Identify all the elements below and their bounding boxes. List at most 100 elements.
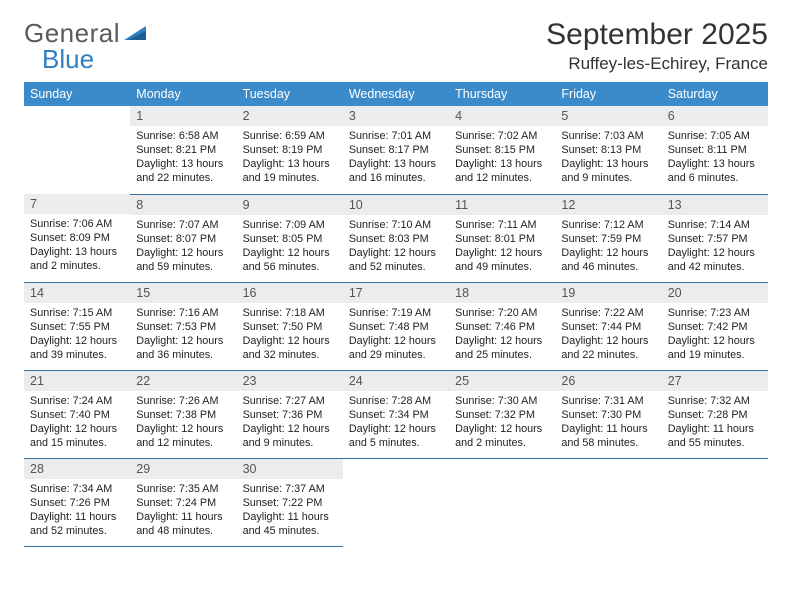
- day-line: Sunrise: 7:12 AM: [561, 218, 655, 232]
- day-line: and 19 minutes.: [243, 171, 337, 185]
- day-details: Sunrise: 7:10 AMSunset: 8:03 PMDaylight:…: [343, 215, 449, 280]
- day-line: Sunset: 8:09 PM: [30, 231, 124, 245]
- calendar-cell: 4Sunrise: 7:02 AMSunset: 8:15 PMDaylight…: [449, 106, 555, 194]
- day-line: Sunset: 7:53 PM: [136, 320, 230, 334]
- weekday-header: Sunday: [24, 82, 130, 106]
- header: General September 2025 Ruffey-les-Echire…: [24, 18, 768, 74]
- day-number: 28: [24, 459, 130, 479]
- day-line: and 29 minutes.: [349, 348, 443, 362]
- day-line: and 55 minutes.: [668, 436, 762, 450]
- day-line: and 58 minutes.: [561, 436, 655, 450]
- day-line: Sunset: 8:13 PM: [561, 143, 655, 157]
- day-details: Sunrise: 7:30 AMSunset: 7:32 PMDaylight:…: [449, 391, 555, 456]
- day-line: Daylight: 11 hours: [30, 510, 124, 524]
- day-details: Sunrise: 7:12 AMSunset: 7:59 PMDaylight:…: [555, 215, 661, 280]
- day-number: 26: [555, 371, 661, 391]
- day-details: Sunrise: 7:34 AMSunset: 7:26 PMDaylight:…: [24, 479, 130, 544]
- day-line: Sunrise: 7:07 AM: [136, 218, 230, 232]
- day-line: Sunrise: 6:58 AM: [136, 129, 230, 143]
- calendar-page: General September 2025 Ruffey-les-Echire…: [0, 0, 792, 565]
- day-line: Daylight: 12 hours: [30, 422, 124, 436]
- day-line: Sunset: 7:24 PM: [136, 496, 230, 510]
- day-line: Sunset: 7:48 PM: [349, 320, 443, 334]
- calendar-cell: 10Sunrise: 7:10 AMSunset: 8:03 PMDayligh…: [343, 194, 449, 282]
- calendar-cell: [24, 106, 130, 194]
- day-line: and 22 minutes.: [136, 171, 230, 185]
- day-line: Sunrise: 7:15 AM: [30, 306, 124, 320]
- day-details: Sunrise: 7:32 AMSunset: 7:28 PMDaylight:…: [662, 391, 768, 456]
- weekday-header: Friday: [555, 82, 661, 106]
- day-line: Sunset: 7:26 PM: [30, 496, 124, 510]
- day-line: Daylight: 12 hours: [349, 246, 443, 260]
- day-line: Sunset: 7:38 PM: [136, 408, 230, 422]
- day-line: Daylight: 12 hours: [668, 246, 762, 260]
- day-line: Sunset: 7:34 PM: [349, 408, 443, 422]
- day-line: Daylight: 11 hours: [561, 422, 655, 436]
- calendar-cell: 23Sunrise: 7:27 AMSunset: 7:36 PMDayligh…: [237, 370, 343, 458]
- day-line: and 46 minutes.: [561, 260, 655, 274]
- day-number: 10: [343, 195, 449, 215]
- calendar-cell: 24Sunrise: 7:28 AMSunset: 7:34 PMDayligh…: [343, 370, 449, 458]
- day-line: Sunset: 7:40 PM: [30, 408, 124, 422]
- day-line: Daylight: 11 hours: [136, 510, 230, 524]
- day-line: and 25 minutes.: [455, 348, 549, 362]
- day-line: Sunrise: 7:05 AM: [668, 129, 762, 143]
- calendar-cell: 7Sunrise: 7:06 AMSunset: 8:09 PMDaylight…: [24, 194, 130, 282]
- day-details: Sunrise: 6:59 AMSunset: 8:19 PMDaylight:…: [237, 126, 343, 191]
- calendar-cell: 30Sunrise: 7:37 AMSunset: 7:22 PMDayligh…: [237, 458, 343, 546]
- day-number: 2: [237, 106, 343, 126]
- calendar-cell: 16Sunrise: 7:18 AMSunset: 7:50 PMDayligh…: [237, 282, 343, 370]
- day-line: Sunrise: 7:27 AM: [243, 394, 337, 408]
- day-line: Sunset: 7:28 PM: [668, 408, 762, 422]
- weekday-header: Tuesday: [237, 82, 343, 106]
- day-number: 3: [343, 106, 449, 126]
- day-line: Sunrise: 7:10 AM: [349, 218, 443, 232]
- day-details: Sunrise: 7:37 AMSunset: 7:22 PMDaylight:…: [237, 479, 343, 544]
- title-location: Ruffey-les-Echirey, France: [546, 54, 768, 74]
- day-number: 1: [130, 106, 236, 126]
- day-line: Daylight: 12 hours: [455, 334, 549, 348]
- day-line: Daylight: 12 hours: [30, 334, 124, 348]
- calendar-cell: 28Sunrise: 7:34 AMSunset: 7:26 PMDayligh…: [24, 458, 130, 546]
- day-line: Sunset: 7:55 PM: [30, 320, 124, 334]
- day-line: and 49 minutes.: [455, 260, 549, 274]
- day-line: Daylight: 12 hours: [243, 334, 337, 348]
- calendar-cell: 17Sunrise: 7:19 AMSunset: 7:48 PMDayligh…: [343, 282, 449, 370]
- day-line: Daylight: 13 hours: [668, 157, 762, 171]
- day-line: Daylight: 13 hours: [30, 245, 124, 259]
- calendar-row: 7Sunrise: 7:06 AMSunset: 8:09 PMDaylight…: [24, 194, 768, 282]
- day-number: 14: [24, 283, 130, 303]
- calendar-table: Sunday Monday Tuesday Wednesday Thursday…: [24, 82, 768, 547]
- calendar-cell: 2Sunrise: 6:59 AMSunset: 8:19 PMDaylight…: [237, 106, 343, 194]
- calendar-row: 21Sunrise: 7:24 AMSunset: 7:40 PMDayligh…: [24, 370, 768, 458]
- day-number: 19: [555, 283, 661, 303]
- day-line: Sunrise: 7:23 AM: [668, 306, 762, 320]
- day-number: 11: [449, 195, 555, 215]
- day-line: Sunset: 8:17 PM: [349, 143, 443, 157]
- day-details: Sunrise: 7:23 AMSunset: 7:42 PMDaylight:…: [662, 303, 768, 368]
- day-line: Daylight: 11 hours: [243, 510, 337, 524]
- day-line: Sunrise: 7:28 AM: [349, 394, 443, 408]
- day-number: 21: [24, 371, 130, 391]
- day-line: and 15 minutes.: [30, 436, 124, 450]
- day-number: 16: [237, 283, 343, 303]
- day-line: Daylight: 12 hours: [136, 246, 230, 260]
- calendar-cell: [662, 458, 768, 546]
- day-details: Sunrise: 7:26 AMSunset: 7:38 PMDaylight:…: [130, 391, 236, 456]
- day-line: and 22 minutes.: [561, 348, 655, 362]
- day-number: 29: [130, 459, 236, 479]
- calendar-cell: 25Sunrise: 7:30 AMSunset: 7:32 PMDayligh…: [449, 370, 555, 458]
- day-number: 22: [130, 371, 236, 391]
- brand-part2: Blue: [42, 44, 94, 75]
- day-line: and 9 minutes.: [561, 171, 655, 185]
- day-line: Sunrise: 7:14 AM: [668, 218, 762, 232]
- day-number: 17: [343, 283, 449, 303]
- weekday-header: Wednesday: [343, 82, 449, 106]
- day-number: 23: [237, 371, 343, 391]
- calendar-row: 1Sunrise: 6:58 AMSunset: 8:21 PMDaylight…: [24, 106, 768, 194]
- day-number: 7: [24, 194, 130, 214]
- day-line: Sunrise: 7:20 AM: [455, 306, 549, 320]
- day-line: Sunset: 8:01 PM: [455, 232, 549, 246]
- logo-mark-icon: [124, 18, 150, 49]
- day-line: Sunrise: 7:19 AM: [349, 306, 443, 320]
